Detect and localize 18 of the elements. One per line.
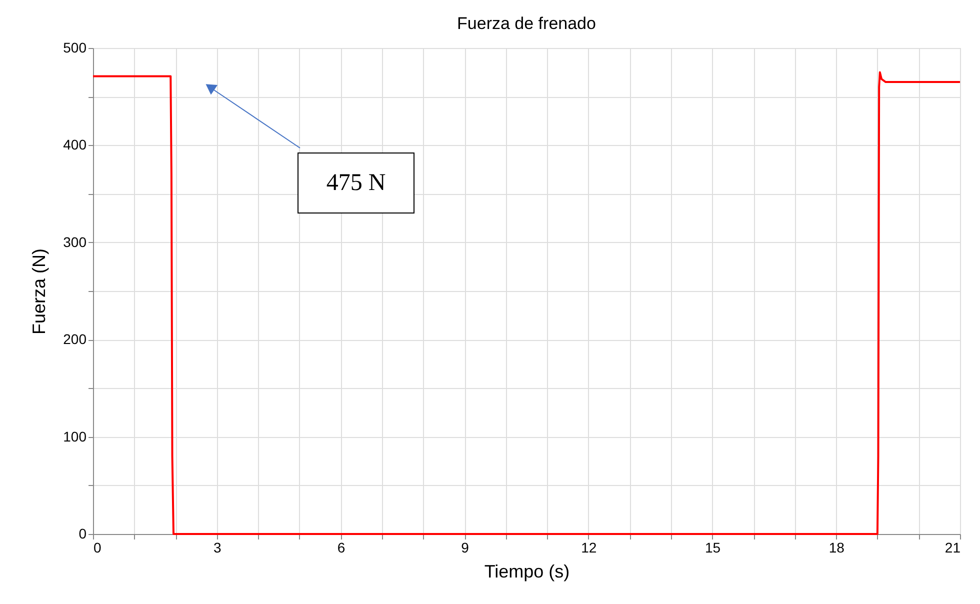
y-tick-label: 100 [63, 428, 87, 444]
x-tick-label: 12 [581, 540, 597, 556]
y-tick-label: 200 [63, 331, 87, 348]
chart-title: Fuerza de frenado [457, 14, 596, 33]
y-tick-label: 300 [63, 234, 87, 250]
x-tick-label: 0 [94, 540, 102, 556]
x-tick-label: 18 [828, 540, 845, 556]
x-tick-label: 6 [337, 540, 346, 556]
y-tick-label: 400 [63, 136, 87, 153]
y-tick-label: 0 [78, 526, 87, 542]
x-tick-label: 9 [461, 540, 470, 556]
y-axis-title: Fuerza (N) [29, 248, 50, 335]
x-tick-label: 21 [944, 540, 961, 556]
y-tick-label: 500 [63, 40, 87, 56]
x-tick-label: 15 [704, 540, 721, 556]
annotation: 475 N [326, 170, 386, 196]
x-tick-label: 3 [213, 540, 222, 556]
x-axis-title: Tiempo (s) [484, 562, 570, 582]
